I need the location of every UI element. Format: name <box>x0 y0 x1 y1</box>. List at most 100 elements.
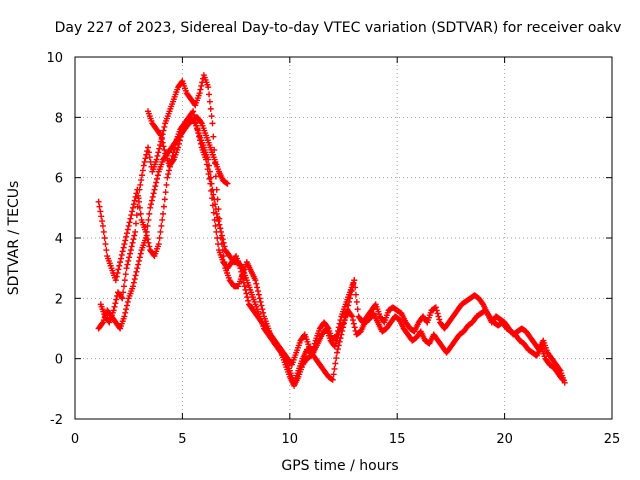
data-point <box>220 239 227 246</box>
data-point <box>142 155 149 162</box>
data-point <box>176 137 183 144</box>
axis-ticks <box>74 56 613 420</box>
data-point <box>210 133 217 140</box>
data-point <box>123 265 130 272</box>
data-point <box>348 288 355 295</box>
data-point <box>219 236 226 243</box>
data-point <box>137 210 144 217</box>
data-point <box>126 219 133 226</box>
data-point <box>102 241 109 248</box>
data-point <box>342 313 349 320</box>
data-point <box>335 342 342 349</box>
data-point <box>211 196 218 203</box>
data-point <box>99 218 106 225</box>
data-point <box>146 243 153 250</box>
data-point <box>136 198 143 205</box>
data-point <box>329 376 336 383</box>
data-point <box>149 193 156 200</box>
data-point <box>432 304 439 311</box>
data-point <box>120 244 127 251</box>
data-point <box>130 279 137 286</box>
data-point <box>212 173 219 180</box>
data-point <box>206 175 213 182</box>
data-point <box>348 312 355 319</box>
data-point <box>155 241 162 248</box>
data-point <box>190 108 197 115</box>
data-point <box>121 241 128 248</box>
data-point <box>124 261 131 268</box>
data-point <box>208 113 215 120</box>
data-point <box>101 235 108 241</box>
data-point <box>337 335 344 342</box>
data-point <box>241 283 248 290</box>
data-point <box>126 250 133 257</box>
y-axis-title: SDTVAR / TECUs <box>6 181 22 296</box>
data-point <box>99 222 106 229</box>
grid <box>75 57 612 419</box>
series-track-d <box>145 108 358 386</box>
data-point <box>334 349 341 356</box>
data-point <box>281 354 288 361</box>
data-point <box>97 208 104 215</box>
data-point <box>330 371 337 378</box>
y-tick-labels: -2 0 2 4 6 8 10 <box>46 51 63 428</box>
data-point <box>112 277 119 284</box>
data-point <box>165 171 172 178</box>
data-point <box>123 302 130 309</box>
data-point <box>339 327 346 334</box>
data-point <box>131 232 138 239</box>
data-point <box>561 379 568 386</box>
data-point <box>205 84 212 91</box>
data-point <box>130 236 137 243</box>
data-point <box>150 190 157 197</box>
data-point <box>129 239 136 246</box>
data-point <box>224 180 231 187</box>
data-point <box>332 340 339 347</box>
y-tick-label: 2 <box>55 292 63 307</box>
data-point <box>118 294 125 301</box>
data-point <box>140 162 147 169</box>
data-point <box>154 175 161 182</box>
data-point <box>212 206 219 213</box>
data-point <box>479 300 486 307</box>
data-point <box>132 228 139 235</box>
data-point <box>217 225 224 232</box>
data-point <box>136 257 143 264</box>
data-point <box>213 210 220 217</box>
data-point <box>436 316 443 323</box>
data-point <box>159 139 166 146</box>
data-point <box>208 187 215 194</box>
data-point <box>332 360 339 367</box>
data-point <box>163 181 170 188</box>
data-point <box>129 208 136 215</box>
data-point <box>349 313 356 320</box>
data-point <box>351 277 358 284</box>
data-point <box>349 317 356 324</box>
data-point <box>216 221 223 228</box>
data-point <box>99 320 106 327</box>
data-point <box>153 179 160 186</box>
data-point <box>148 197 155 204</box>
data-point <box>206 168 213 175</box>
data-point <box>122 237 129 244</box>
data-point <box>161 146 168 153</box>
data-point <box>206 91 213 98</box>
data-point <box>214 235 221 241</box>
data-point <box>131 197 138 204</box>
data-point <box>122 271 129 278</box>
data-point <box>98 213 105 220</box>
data-point <box>160 127 167 134</box>
data-point <box>146 210 153 217</box>
data-point <box>128 212 135 219</box>
data-point <box>126 254 133 261</box>
data-point <box>154 172 161 179</box>
data-point <box>103 247 110 254</box>
data-point <box>215 218 222 225</box>
data-point <box>129 204 136 211</box>
data-point <box>136 204 143 211</box>
data-point <box>152 183 159 190</box>
data-point <box>350 320 357 327</box>
chart-title: Day 227 of 2023, Sidereal Day-to-day VTE… <box>55 20 622 36</box>
data-point <box>120 283 127 290</box>
